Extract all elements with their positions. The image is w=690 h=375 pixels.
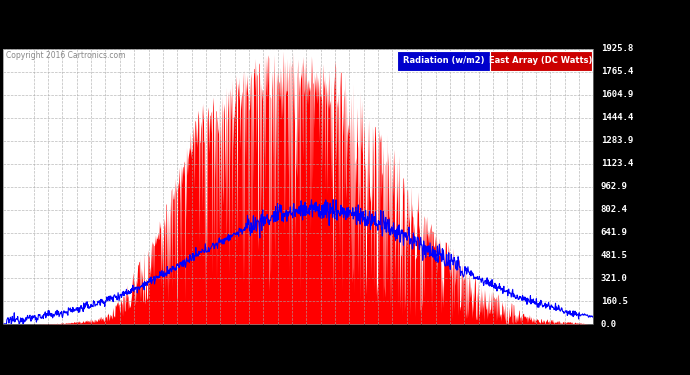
Text: 0.0: 0.0 xyxy=(601,320,617,329)
Text: 1444.4: 1444.4 xyxy=(601,113,633,122)
Text: East Array Power & Solar Radiation  Mon Mar 28 19:18: East Array Power & Solar Radiation Mon M… xyxy=(95,17,505,30)
Text: 481.5: 481.5 xyxy=(601,251,628,260)
Text: 1283.9: 1283.9 xyxy=(601,136,633,145)
Text: 962.9: 962.9 xyxy=(601,182,628,191)
Text: East Array (DC Watts): East Array (DC Watts) xyxy=(489,57,593,65)
Text: Radiation (w/m2): Radiation (w/m2) xyxy=(402,57,484,65)
Text: 1765.4: 1765.4 xyxy=(601,67,633,76)
Text: 1925.8: 1925.8 xyxy=(601,44,633,53)
Text: 321.0: 321.0 xyxy=(601,274,628,283)
Text: Copyright 2016 Cartronics.com: Copyright 2016 Cartronics.com xyxy=(6,51,125,60)
Text: 802.4: 802.4 xyxy=(601,205,628,214)
Text: 160.5: 160.5 xyxy=(601,297,628,306)
Text: 641.9: 641.9 xyxy=(601,228,628,237)
Text: 1123.4: 1123.4 xyxy=(601,159,633,168)
Text: 1604.9: 1604.9 xyxy=(601,90,633,99)
